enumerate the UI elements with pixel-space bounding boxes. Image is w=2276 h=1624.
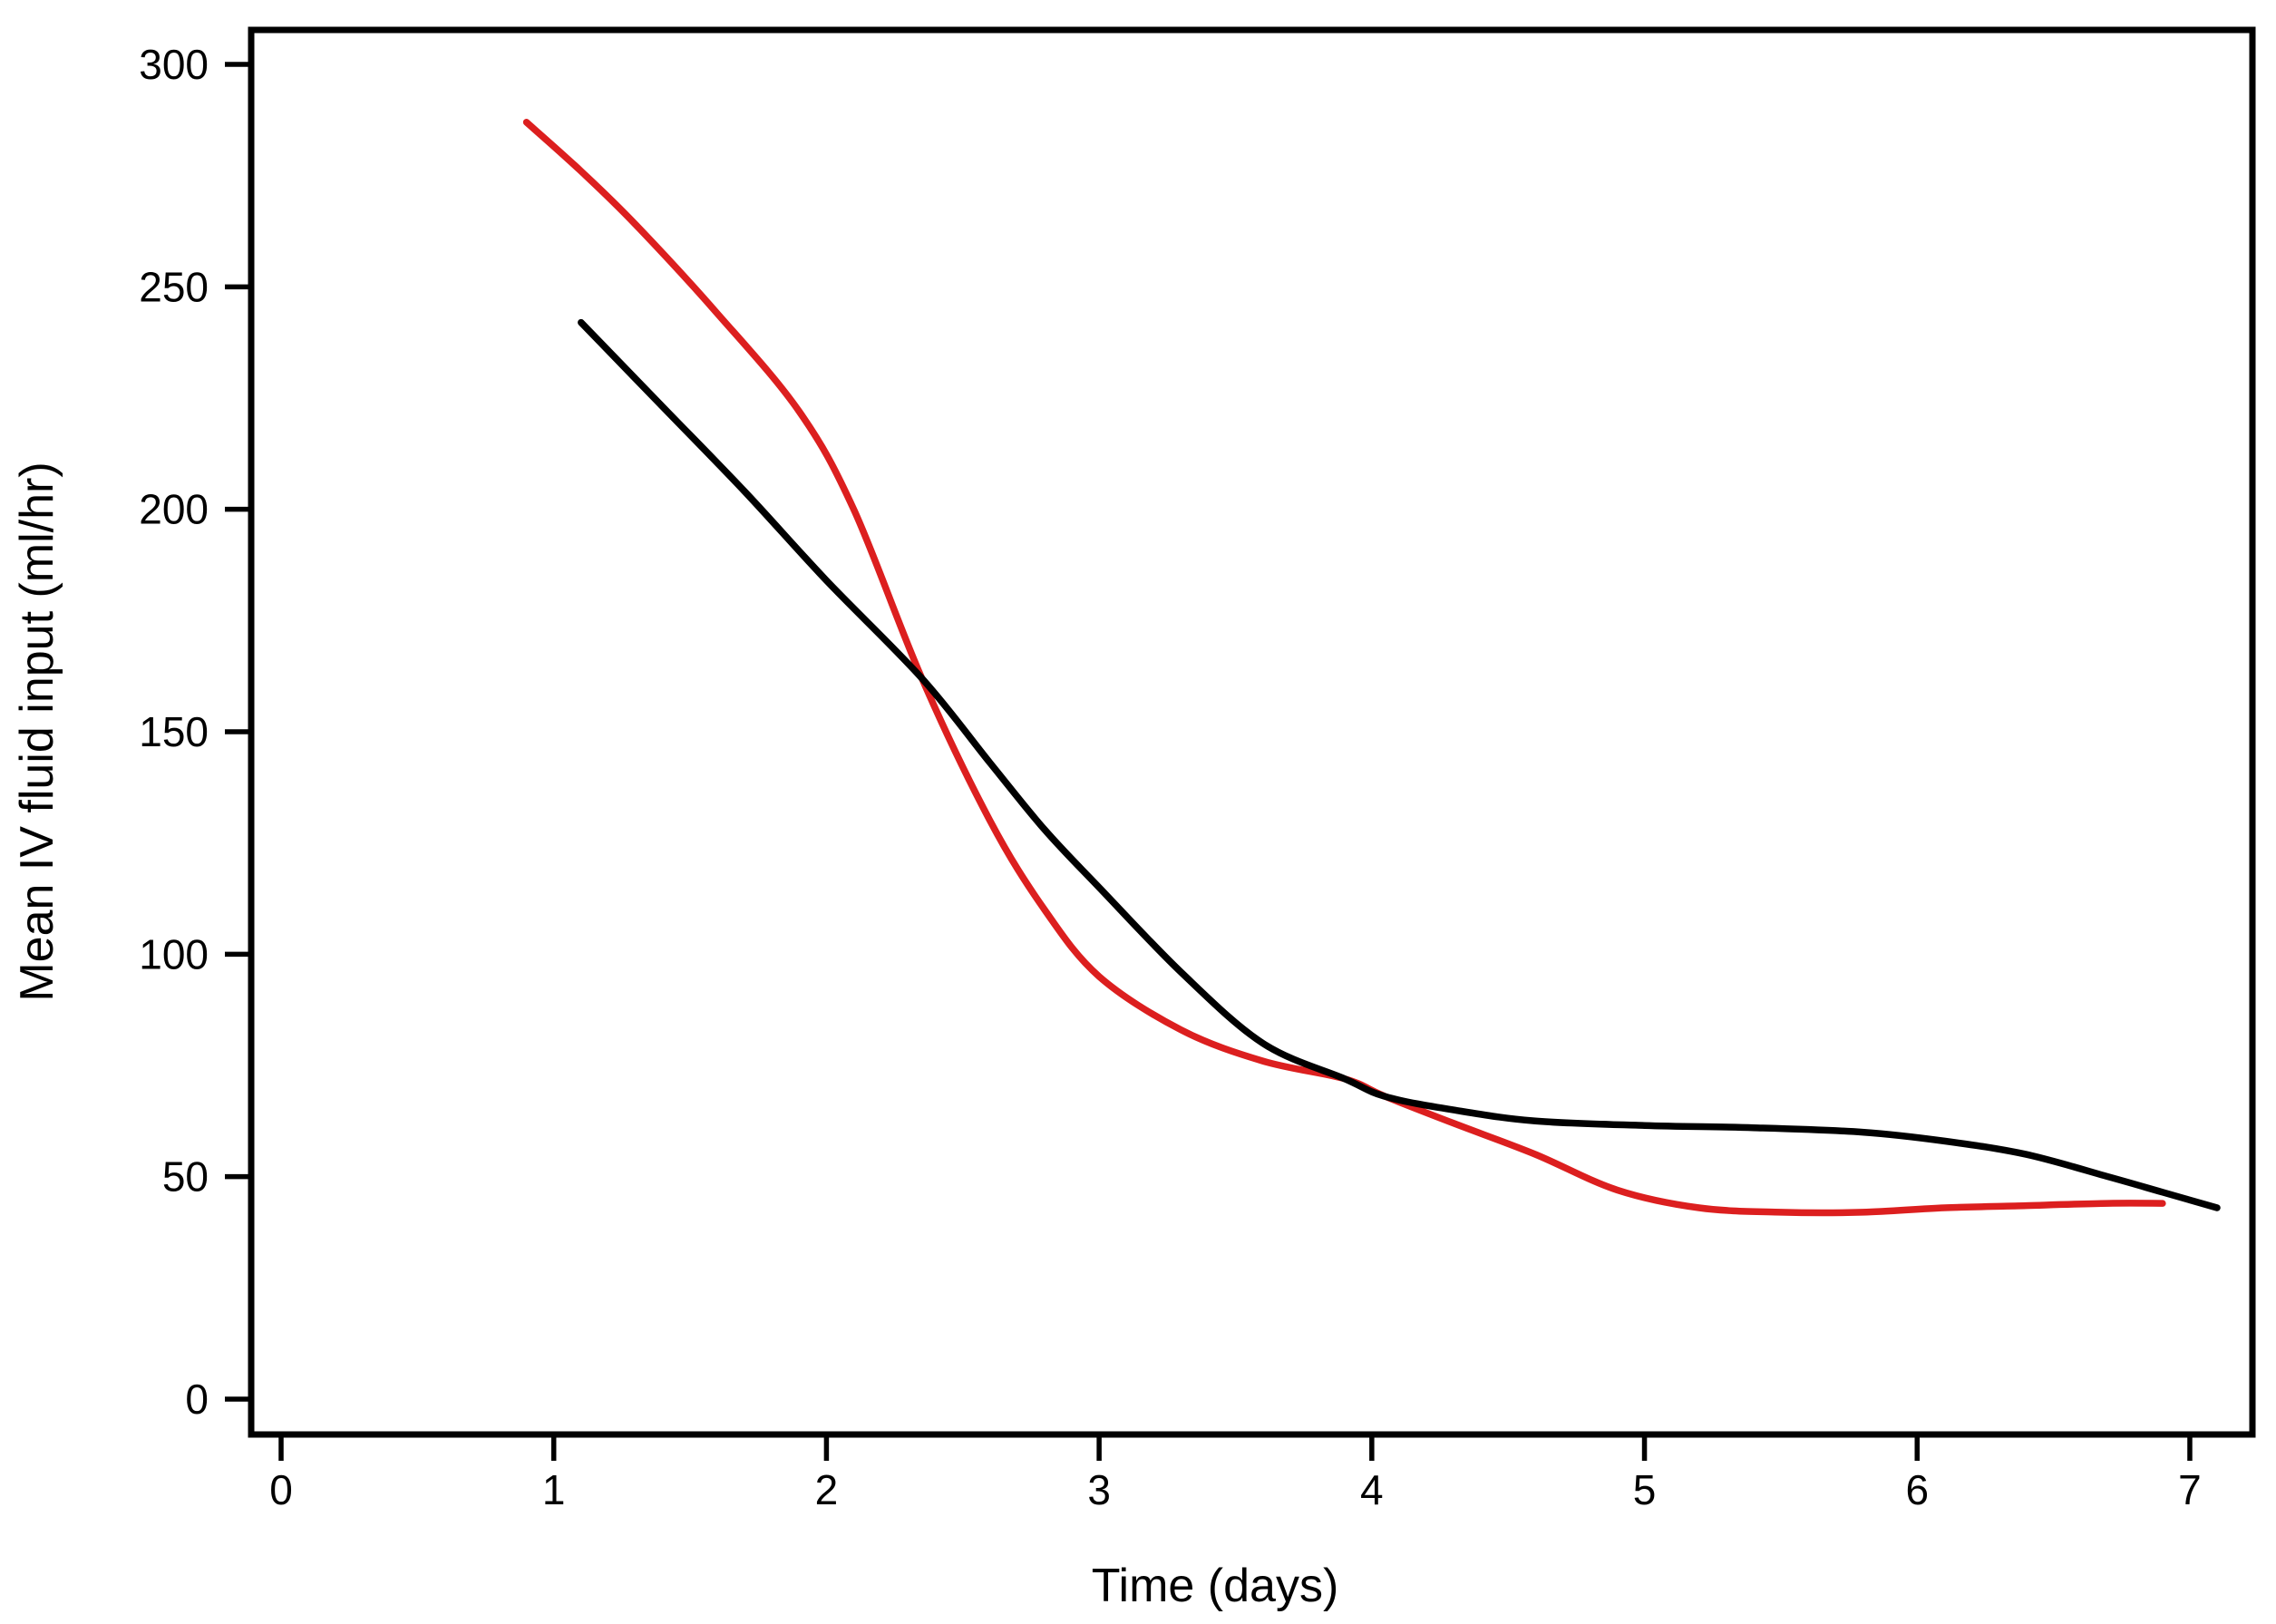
y-tick-label: 50 [162,1153,209,1201]
x-tick-label: 1 [542,1466,566,1513]
black-series-line [578,318,2221,1211]
x-tick-label: 2 [815,1466,839,1513]
x-tick-label: 7 [2178,1466,2202,1513]
y-tick-label: 150 [139,708,209,755]
y-tick-label: 100 [139,930,209,977]
y-tick-label: 0 [185,1376,209,1423]
x-axis-title: Time (days) [1092,1560,1339,1612]
x-tick-label: 5 [1633,1466,1657,1513]
x-tick-label: 0 [269,1466,293,1513]
x-tick-label: 4 [1360,1466,1384,1513]
y-tick-label: 250 [139,263,209,310]
x-axis-ticks: 0 1 2 3 4 5 6 7 [269,1434,2202,1513]
red-series-line [522,119,2166,1217]
y-tick-label: 200 [139,486,209,533]
x-tick-label: 3 [1087,1466,1111,1513]
plot-area-border [248,26,2256,1438]
x-tick-label: 6 [1905,1466,1929,1513]
y-axis-title: Mean IV fluid input (ml/hr) [11,462,63,1001]
y-tick-label: 300 [139,41,209,88]
series-lines [522,119,2221,1217]
y-axis-ticks: 0 50 100 150 200 250 300 [139,41,251,1423]
